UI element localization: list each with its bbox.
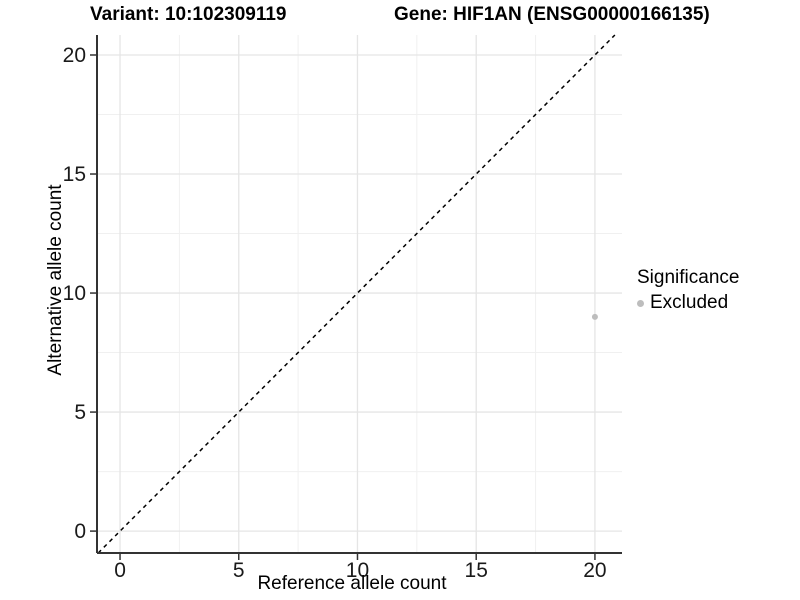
x-axis-title: Reference allele count — [257, 573, 447, 594]
plot-title-variant: Variant: 10:102309119 — [90, 4, 287, 25]
legend-title: Significance — [637, 267, 740, 288]
legend-item-excluded: Excluded — [637, 292, 739, 314]
legend-item-label: Excluded — [650, 292, 729, 313]
y-axis-title: Alternative allele count — [45, 184, 66, 376]
x-tick-label: 0 — [114, 559, 126, 582]
data-point — [591, 313, 598, 320]
y-tick-label: 10 — [63, 282, 86, 305]
y-tick-label: 20 — [63, 44, 86, 67]
y-tick-label: 0 — [74, 520, 86, 543]
x-tick-label: 20 — [583, 559, 606, 582]
legend: Significance Excluded — [637, 267, 739, 314]
x-tick-label: 5 — [233, 559, 245, 582]
plot-title-gene: Gene: HIF1AN (ENSG00000166135) — [394, 4, 710, 25]
excluded-point-icon — [637, 299, 644, 307]
y-tick-label: 15 — [63, 163, 86, 186]
x-tick-label: 10 — [346, 559, 369, 582]
y-tick-label: 5 — [74, 401, 86, 424]
x-tick-label: 15 — [465, 559, 488, 582]
identity-dashed-line — [97, 34, 616, 554]
